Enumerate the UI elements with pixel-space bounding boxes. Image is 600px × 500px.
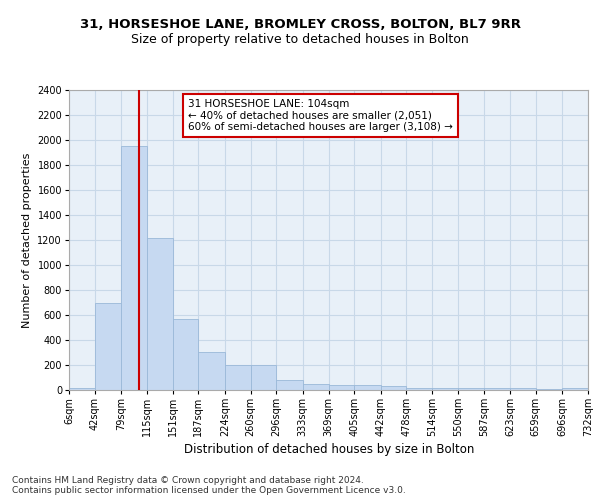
Bar bbox=[199, 352, 225, 390]
Bar bbox=[484, 388, 510, 390]
Bar bbox=[225, 365, 251, 390]
Bar bbox=[69, 388, 95, 390]
Bar bbox=[380, 386, 406, 390]
Bar bbox=[510, 388, 536, 390]
Bar bbox=[173, 319, 199, 390]
Text: 31 HORSESHOE LANE: 104sqm
← 40% of detached houses are smaller (2,051)
60% of se: 31 HORSESHOE LANE: 104sqm ← 40% of detac… bbox=[188, 99, 453, 132]
Bar bbox=[562, 388, 588, 390]
Bar bbox=[329, 385, 354, 390]
Bar bbox=[536, 389, 562, 390]
Bar bbox=[95, 302, 121, 390]
Bar bbox=[458, 388, 484, 390]
Text: 31, HORSESHOE LANE, BROMLEY CROSS, BOLTON, BL7 9RR: 31, HORSESHOE LANE, BROMLEY CROSS, BOLTO… bbox=[79, 18, 521, 30]
Bar bbox=[406, 388, 432, 390]
Bar bbox=[251, 365, 277, 390]
Text: Distribution of detached houses by size in Bolton: Distribution of detached houses by size … bbox=[184, 442, 474, 456]
Y-axis label: Number of detached properties: Number of detached properties bbox=[22, 152, 32, 328]
Bar bbox=[432, 388, 458, 390]
Bar bbox=[303, 384, 329, 390]
Bar bbox=[147, 238, 173, 390]
Text: Size of property relative to detached houses in Bolton: Size of property relative to detached ho… bbox=[131, 32, 469, 46]
Bar bbox=[354, 385, 380, 390]
Bar bbox=[121, 146, 147, 390]
Text: Contains HM Land Registry data © Crown copyright and database right 2024.
Contai: Contains HM Land Registry data © Crown c… bbox=[12, 476, 406, 495]
Bar bbox=[277, 380, 303, 390]
